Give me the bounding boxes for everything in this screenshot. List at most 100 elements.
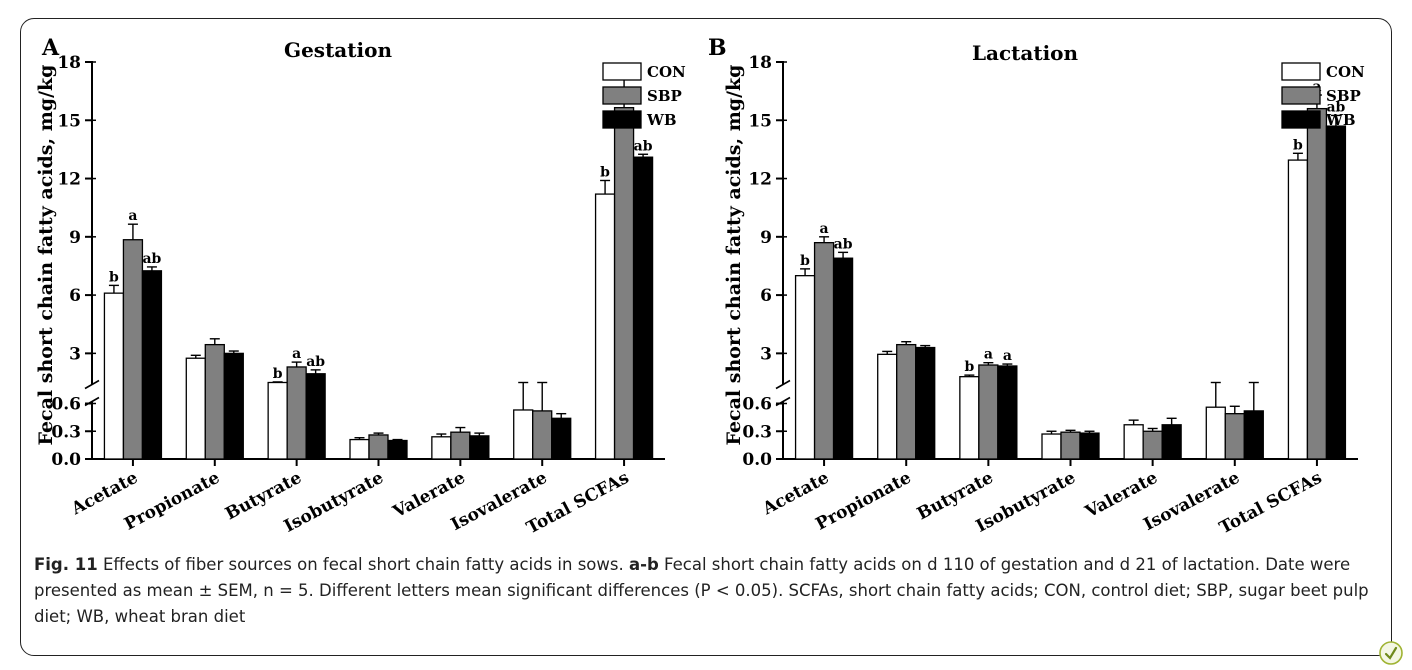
- bar-wb: [469, 435, 490, 460]
- bar-con: [267, 381, 288, 460]
- y-axis-label: Fecal short chain fatty acids, mg/kg: [35, 65, 57, 446]
- significance-label: b: [1293, 137, 1303, 153]
- legend-swatch-wb: [602, 110, 642, 129]
- chart-title: Gestation: [284, 38, 392, 62]
- bar-sbp: [1142, 430, 1163, 460]
- bar-wb: [915, 346, 936, 460]
- legend-swatch-wb: [1281, 110, 1321, 129]
- y-tick-label: 0.6: [742, 395, 772, 415]
- bar-wb: [632, 156, 654, 460]
- y-tick-label: 15: [57, 111, 81, 131]
- axis-break-mark: [84, 379, 100, 390]
- legend-swatch-con: [602, 62, 642, 81]
- bar-sbp: [613, 106, 635, 460]
- bar-wb: [1243, 410, 1264, 460]
- y-tick-label: 0.6: [51, 395, 81, 415]
- y-tick-label: 18: [748, 53, 772, 73]
- bar-wb: [997, 365, 1018, 460]
- significance-label: a: [984, 347, 993, 363]
- axis-break-mark: [775, 379, 791, 390]
- bar-con: [594, 193, 616, 460]
- bar-sbp: [122, 239, 144, 460]
- y-tick-label: 9: [69, 228, 81, 248]
- bar-wb: [1161, 424, 1182, 460]
- chart-panel-a: A Gestation Fecal short chain fatty acids,…: [35, 35, 686, 538]
- significance-label: b: [109, 269, 119, 285]
- figure-caption: Fig. 11 Effects of fiber sources on feca…: [34, 552, 1374, 630]
- bar-wb: [1325, 125, 1347, 460]
- caption-line2: Fecal short chain fatty acids on d 110 o…: [34, 555, 1369, 626]
- bar-sbp: [1060, 431, 1081, 460]
- significance-label: b: [600, 164, 610, 180]
- y-tick-label: 9: [760, 228, 772, 248]
- bar-con: [1205, 406, 1226, 460]
- legend-label-con: CON: [647, 63, 686, 81]
- bar-con: [513, 409, 534, 460]
- bar-con: [185, 357, 206, 460]
- bar-con: [431, 436, 452, 460]
- legend-label-sbp: SBP: [1326, 87, 1361, 105]
- chart-panel-b: B Lactation Fecal short chain fatty acids,…: [708, 35, 1365, 538]
- bar-wb: [832, 257, 854, 460]
- bar-con: [103, 292, 125, 460]
- significance-label: a: [128, 208, 137, 224]
- bar-wb: [223, 352, 244, 460]
- bar-con: [877, 353, 898, 460]
- bar-sbp: [368, 434, 389, 460]
- chart-title: Lactation: [972, 41, 1079, 65]
- bar-wb: [551, 417, 572, 460]
- bar-sbp: [896, 343, 917, 460]
- bar-con: [1041, 433, 1062, 460]
- bar-sbp: [1224, 413, 1245, 460]
- significance-label: b: [273, 366, 283, 382]
- significance-label: ab: [834, 236, 853, 252]
- bar-wb: [141, 270, 163, 460]
- y-tick-label: 18: [57, 53, 81, 73]
- legend-label-wb: WB: [646, 111, 677, 129]
- bar-sbp: [978, 364, 999, 460]
- bar-sbp: [1306, 107, 1328, 460]
- y-tick-label: 6: [760, 286, 772, 306]
- caption-fig-label: Fig. 11: [34, 555, 98, 574]
- bar-con: [1123, 424, 1144, 460]
- bar-con: [349, 438, 370, 460]
- y-tick-label: 0.3: [51, 422, 81, 442]
- y-tick-label: 6: [69, 286, 81, 306]
- caption-panels-label: a-b: [628, 555, 659, 574]
- bar-sbp: [532, 410, 553, 460]
- bar-con: [794, 275, 816, 460]
- legend-label-wb: WB: [1325, 111, 1356, 129]
- bar-wb: [305, 373, 326, 460]
- significance-label: b: [964, 359, 974, 375]
- bar-sbp: [286, 366, 307, 460]
- y-axis-label: Fecal short chain fatty acids, mg/kg: [723, 65, 745, 446]
- legend-swatch-con: [1281, 62, 1321, 81]
- significance-label: a: [1003, 348, 1012, 364]
- figure-frame: [20, 18, 1392, 656]
- legend-swatch-sbp: [1281, 86, 1321, 105]
- caption-line1: Effects of fiber sources on fecal short …: [97, 555, 629, 574]
- significance-label: ab: [142, 251, 161, 267]
- bar-wb: [1079, 432, 1100, 460]
- significance-label: ab: [634, 138, 653, 154]
- panel-letter: A: [41, 35, 60, 61]
- y-tick-label: 0.3: [742, 422, 772, 442]
- y-tick-label: 0.0: [51, 450, 81, 470]
- significance-label: a: [292, 346, 301, 362]
- significance-label: ab: [1326, 99, 1345, 115]
- panel-letter: B: [708, 35, 727, 61]
- bar-sbp: [450, 431, 471, 460]
- bar-sbp: [204, 343, 225, 460]
- bar-con: [959, 376, 980, 460]
- y-tick-label: 12: [57, 170, 81, 190]
- y-tick-label: 15: [748, 111, 772, 131]
- legend-swatch-sbp: [602, 86, 642, 105]
- y-tick-label: 3: [69, 344, 81, 364]
- bar-sbp: [813, 241, 835, 460]
- legend-label-sbp: SBP: [647, 87, 682, 105]
- y-tick-label: 3: [760, 344, 772, 364]
- bar-con: [1287, 159, 1309, 460]
- significance-label: ab: [306, 354, 325, 370]
- check-leaf-icon: [1379, 641, 1403, 665]
